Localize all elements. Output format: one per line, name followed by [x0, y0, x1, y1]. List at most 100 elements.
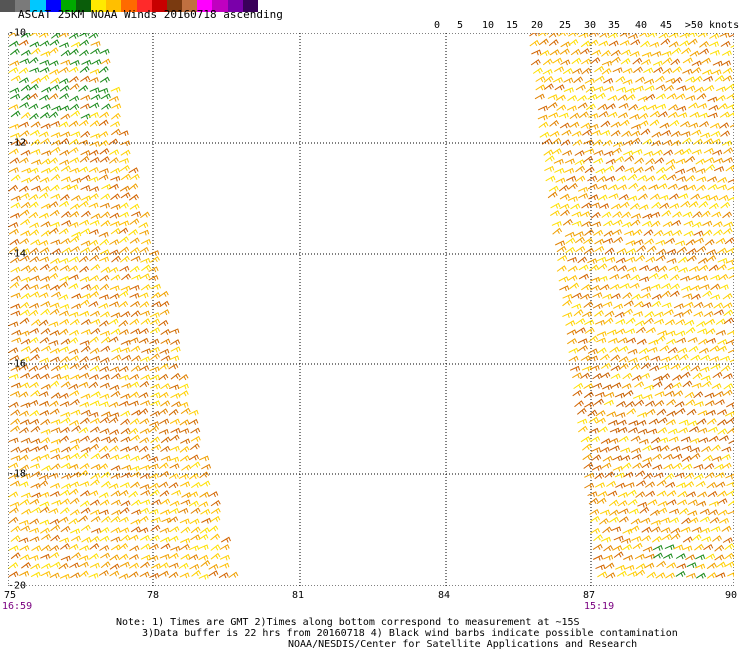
wind-barb	[562, 299, 573, 307]
wind-barb	[80, 75, 91, 82]
wind-barb	[577, 256, 588, 264]
wind-barb	[38, 474, 49, 481]
wind-barb	[89, 553, 99, 560]
wind-barb	[568, 347, 579, 354]
wind-barb	[50, 257, 61, 264]
wind-barb	[29, 536, 40, 543]
wind-barb	[581, 284, 591, 291]
wind-barb	[8, 104, 19, 110]
wind-barb	[630, 274, 641, 281]
wind-barb	[666, 258, 677, 264]
wind-barb	[168, 482, 179, 489]
wind-barb	[40, 158, 51, 165]
wind-barb	[588, 39, 599, 47]
wind-barb	[652, 544, 663, 551]
wind-barb	[179, 481, 191, 488]
wind-barb	[573, 231, 584, 237]
wind-barb	[40, 185, 50, 192]
wind-barb	[150, 318, 161, 325]
wind-barb	[71, 303, 82, 310]
wind-barb	[583, 139, 594, 146]
wind-barb	[604, 562, 615, 570]
wind-barb	[622, 544, 633, 551]
wind-barb	[547, 191, 558, 199]
wind-barb	[626, 408, 637, 415]
wind-barb	[655, 239, 666, 246]
wind-barb	[559, 203, 570, 210]
wind-barb	[592, 382, 603, 389]
wind-barb	[696, 320, 706, 327]
legend-label: 15	[505, 20, 519, 31]
wind-barb	[98, 66, 109, 74]
wind-barb	[10, 275, 21, 282]
wind-barb	[68, 120, 79, 128]
wind-barb	[616, 400, 627, 407]
wind-barb	[30, 239, 41, 246]
wind-barb	[676, 105, 687, 112]
wind-barb	[70, 528, 81, 535]
wind-barb	[38, 192, 49, 199]
wind-barb	[570, 48, 581, 56]
wind-barb	[658, 437, 669, 443]
wind-barb	[577, 186, 588, 193]
wind-barb	[138, 445, 149, 453]
wind-barb	[567, 338, 578, 345]
wind-barb	[80, 149, 91, 156]
wind-barb	[649, 265, 660, 272]
wind-barb	[678, 419, 689, 426]
wind-barb	[592, 373, 603, 380]
wind-barb	[80, 94, 91, 101]
wind-barb	[29, 498, 40, 505]
wind-barb	[50, 33, 61, 39]
wind-barb	[121, 382, 132, 389]
wind-barb	[571, 303, 582, 310]
wind-barb	[19, 419, 30, 426]
wind-barb	[574, 159, 585, 166]
wind-barb	[607, 94, 618, 101]
wind-barb	[574, 400, 584, 408]
wind-barb	[39, 357, 50, 364]
wind-barb	[171, 401, 182, 408]
wind-barb	[50, 139, 61, 146]
wind-barb	[139, 301, 150, 308]
wind-barb	[649, 41, 660, 48]
wind-barb	[690, 274, 701, 281]
wind-barb	[20, 402, 31, 409]
wind-barb	[58, 392, 69, 399]
wind-barb	[572, 372, 583, 379]
wind-barb	[158, 570, 169, 577]
wind-barb	[140, 273, 151, 280]
wind-barb	[611, 526, 622, 533]
wind-barb	[39, 519, 50, 526]
wind-barb	[641, 51, 652, 58]
wind-barb	[168, 516, 179, 523]
wind-barb	[60, 59, 71, 66]
wind-barb	[148, 473, 159, 480]
wind-barb	[20, 356, 31, 362]
wind-barb	[158, 408, 169, 415]
wind-barb	[118, 300, 129, 308]
wind-barb	[633, 66, 643, 74]
wind-barb	[160, 445, 171, 453]
wind-barb	[61, 446, 72, 453]
wind-barb	[171, 489, 182, 496]
wind-barb	[625, 317, 636, 325]
wind-barb	[80, 283, 91, 290]
wind-barb	[8, 221, 19, 228]
wind-barb	[639, 355, 650, 362]
wind-barb	[700, 375, 711, 382]
wind-barb	[730, 45, 734, 48]
wind-barb	[565, 237, 576, 245]
wind-barb	[80, 130, 91, 138]
wind-barb	[20, 292, 31, 300]
wind-barb	[701, 380, 712, 388]
wind-barb	[59, 401, 70, 407]
wind-barb	[594, 391, 605, 398]
wind-barb	[49, 347, 60, 354]
wind-barb	[48, 340, 59, 346]
wind-barb	[718, 284, 729, 291]
wind-barb	[693, 473, 704, 480]
wind-barb	[601, 462, 612, 469]
wind-barb	[149, 366, 160, 373]
wind-barb	[726, 103, 734, 110]
